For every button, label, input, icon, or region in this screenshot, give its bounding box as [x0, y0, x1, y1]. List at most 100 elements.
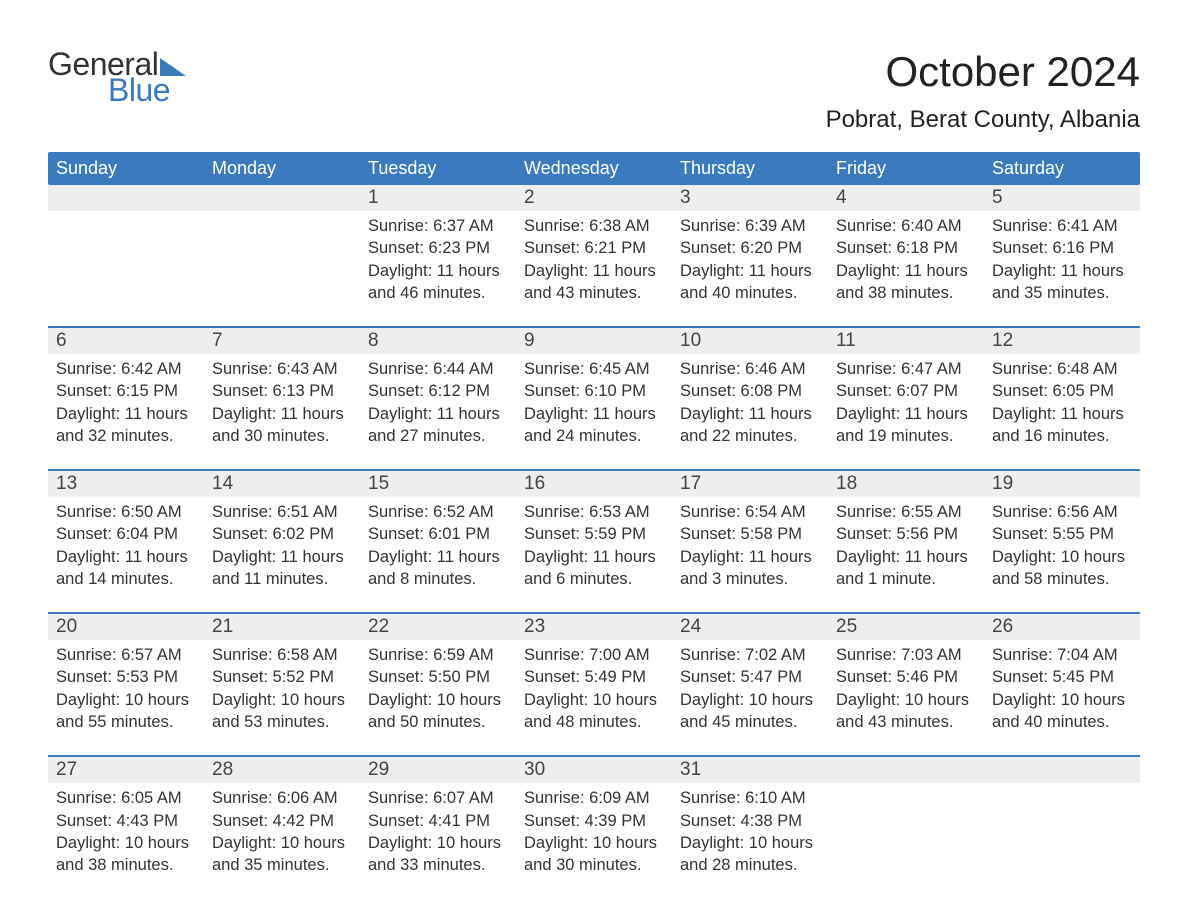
sunrise-text: Sunrise: 6:55 AM	[836, 501, 976, 523]
sunrise-text: Sunrise: 6:53 AM	[524, 501, 664, 523]
sunrise-text: Sunrise: 6:52 AM	[368, 501, 508, 523]
daylight-text2: and 40 minutes.	[680, 282, 820, 304]
day-cell: Sunrise: 6:06 AMSunset: 4:42 PMDaylight:…	[204, 783, 360, 884]
day-number: 16	[516, 471, 672, 497]
day-number: 9	[516, 328, 672, 354]
sunset-text: Sunset: 5:53 PM	[56, 666, 196, 688]
daylight-text2: and 27 minutes.	[368, 425, 508, 447]
sunset-text: Sunset: 5:58 PM	[680, 523, 820, 545]
daylight-text: Daylight: 10 hours	[992, 689, 1132, 711]
day-number	[984, 757, 1140, 783]
day-number: 27	[48, 757, 204, 783]
daylight-text: Daylight: 11 hours	[680, 546, 820, 568]
day-number: 29	[360, 757, 516, 783]
day-cell: Sunrise: 7:04 AMSunset: 5:45 PMDaylight:…	[984, 640, 1140, 741]
daylight-text2: and 11 minutes.	[212, 568, 352, 590]
daylight-text: Daylight: 10 hours	[524, 832, 664, 854]
sunset-text: Sunset: 5:59 PM	[524, 523, 664, 545]
logo: General Blue	[48, 48, 186, 106]
day-cell: Sunrise: 6:44 AMSunset: 6:12 PMDaylight:…	[360, 354, 516, 455]
daylight-text: Daylight: 11 hours	[56, 546, 196, 568]
sunrise-text: Sunrise: 6:50 AM	[56, 501, 196, 523]
day-number: 12	[984, 328, 1140, 354]
sunset-text: Sunset: 5:46 PM	[836, 666, 976, 688]
day-cell: Sunrise: 6:45 AMSunset: 6:10 PMDaylight:…	[516, 354, 672, 455]
day-cell	[48, 211, 204, 312]
day-cell: Sunrise: 6:38 AMSunset: 6:21 PMDaylight:…	[516, 211, 672, 312]
day-cell	[204, 211, 360, 312]
day-number: 5	[984, 185, 1140, 211]
daylight-text: Daylight: 11 hours	[680, 403, 820, 425]
day-number: 17	[672, 471, 828, 497]
dow-thursday: Thursday	[672, 152, 828, 185]
daylight-text2: and 45 minutes.	[680, 711, 820, 733]
dow-wednesday: Wednesday	[516, 152, 672, 185]
day-number: 6	[48, 328, 204, 354]
day-cell: Sunrise: 6:09 AMSunset: 4:39 PMDaylight:…	[516, 783, 672, 884]
daylight-text: Daylight: 11 hours	[524, 546, 664, 568]
day-number: 4	[828, 185, 984, 211]
page-title: October 2024	[826, 48, 1140, 96]
daylight-text: Daylight: 10 hours	[680, 689, 820, 711]
sunset-text: Sunset: 6:13 PM	[212, 380, 352, 402]
dow-tuesday: Tuesday	[360, 152, 516, 185]
daylight-text2: and 40 minutes.	[992, 711, 1132, 733]
sunset-text: Sunset: 4:41 PM	[368, 810, 508, 832]
day-cell: Sunrise: 6:42 AMSunset: 6:15 PMDaylight:…	[48, 354, 204, 455]
sunrise-text: Sunrise: 6:59 AM	[368, 644, 508, 666]
day-cell: Sunrise: 7:03 AMSunset: 5:46 PMDaylight:…	[828, 640, 984, 741]
daylight-text2: and 1 minute.	[836, 568, 976, 590]
daylight-text2: and 24 minutes.	[524, 425, 664, 447]
daylight-text: Daylight: 11 hours	[836, 546, 976, 568]
daylight-text2: and 30 minutes.	[524, 854, 664, 876]
day-cell: Sunrise: 6:05 AMSunset: 4:43 PMDaylight:…	[48, 783, 204, 884]
day-number: 28	[204, 757, 360, 783]
day-number: 31	[672, 757, 828, 783]
sunrise-text: Sunrise: 6:42 AM	[56, 358, 196, 380]
daylight-text: Daylight: 11 hours	[680, 260, 820, 282]
day-cell: Sunrise: 6:59 AMSunset: 5:50 PMDaylight:…	[360, 640, 516, 741]
sunrise-text: Sunrise: 6:38 AM	[524, 215, 664, 237]
sunset-text: Sunset: 6:01 PM	[368, 523, 508, 545]
day-number: 25	[828, 614, 984, 640]
calendar: Sunday Monday Tuesday Wednesday Thursday…	[48, 152, 1140, 884]
sunset-text: Sunset: 4:43 PM	[56, 810, 196, 832]
daylight-text2: and 30 minutes.	[212, 425, 352, 447]
day-number: 10	[672, 328, 828, 354]
day-cell: Sunrise: 6:53 AMSunset: 5:59 PMDaylight:…	[516, 497, 672, 598]
sunset-text: Sunset: 6:15 PM	[56, 380, 196, 402]
daylight-text: Daylight: 11 hours	[992, 260, 1132, 282]
sunset-text: Sunset: 6:21 PM	[524, 237, 664, 259]
daylight-text: Daylight: 10 hours	[836, 689, 976, 711]
week-row: 6 7 8 9 10 11 12 Sunrise: 6:42 AMSunset:…	[48, 328, 1140, 455]
daylight-text: Daylight: 11 hours	[836, 403, 976, 425]
day-cell: Sunrise: 6:51 AMSunset: 6:02 PMDaylight:…	[204, 497, 360, 598]
sunset-text: Sunset: 5:49 PM	[524, 666, 664, 688]
dow-monday: Monday	[204, 152, 360, 185]
sunset-text: Sunset: 6:23 PM	[368, 237, 508, 259]
daylight-text: Daylight: 10 hours	[212, 689, 352, 711]
day-number: 7	[204, 328, 360, 354]
sunset-text: Sunset: 6:07 PM	[836, 380, 976, 402]
daylight-text2: and 48 minutes.	[524, 711, 664, 733]
sunset-text: Sunset: 5:45 PM	[992, 666, 1132, 688]
day-number: 26	[984, 614, 1140, 640]
sunset-text: Sunset: 5:56 PM	[836, 523, 976, 545]
sunrise-text: Sunrise: 6:40 AM	[836, 215, 976, 237]
day-cell: Sunrise: 6:43 AMSunset: 6:13 PMDaylight:…	[204, 354, 360, 455]
sunset-text: Sunset: 5:47 PM	[680, 666, 820, 688]
day-cell: Sunrise: 7:02 AMSunset: 5:47 PMDaylight:…	[672, 640, 828, 741]
sunrise-text: Sunrise: 6:56 AM	[992, 501, 1132, 523]
daylight-text: Daylight: 11 hours	[524, 260, 664, 282]
day-number: 15	[360, 471, 516, 497]
sunrise-text: Sunrise: 6:51 AM	[212, 501, 352, 523]
day-cell: Sunrise: 6:39 AMSunset: 6:20 PMDaylight:…	[672, 211, 828, 312]
daylight-text: Daylight: 10 hours	[680, 832, 820, 854]
daylight-text2: and 38 minutes.	[836, 282, 976, 304]
sunrise-text: Sunrise: 7:04 AM	[992, 644, 1132, 666]
day-cell: Sunrise: 6:10 AMSunset: 4:38 PMDaylight:…	[672, 783, 828, 884]
daylight-text: Daylight: 10 hours	[992, 546, 1132, 568]
week-row: 13 14 15 16 17 18 19 Sunrise: 6:50 AMSun…	[48, 471, 1140, 598]
day-cell: Sunrise: 6:37 AMSunset: 6:23 PMDaylight:…	[360, 211, 516, 312]
day-cell: Sunrise: 6:55 AMSunset: 5:56 PMDaylight:…	[828, 497, 984, 598]
